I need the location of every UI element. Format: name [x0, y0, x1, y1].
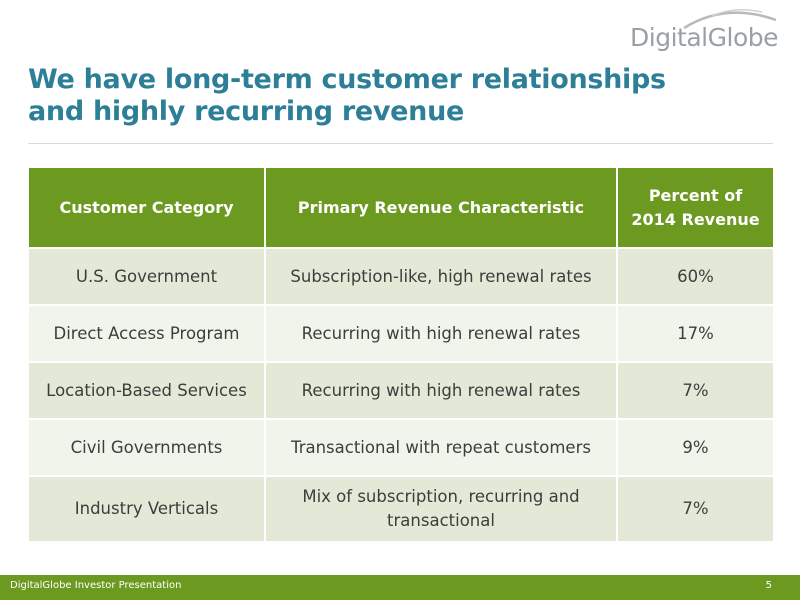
page-number: 5: [765, 580, 772, 591]
table-row: Civil Governments Transactional with rep…: [27, 418, 775, 477]
cell-characteristic: Recurring with high renewal rates: [264, 304, 618, 363]
title-divider: [28, 143, 773, 144]
cell-percent: 9%: [616, 418, 775, 477]
header-primary-revenue-characteristic: Primary Revenue Characteristic: [264, 166, 618, 249]
globe-arc-icon: [683, 9, 777, 30]
cell-characteristic: Subscription-like, high renewal rates: [264, 247, 618, 306]
cell-category: Industry Verticals: [27, 475, 266, 543]
logo-text: DigitalGlobe: [630, 23, 778, 52]
company-logo: DigitalGlobe: [618, 8, 778, 52]
footer-bar: DigitalGlobe Investor Presentation 5: [0, 575, 800, 600]
table-row: Industry Verticals Mix of subscription, …: [27, 475, 775, 543]
cell-category: U.S. Government: [27, 247, 266, 306]
cell-percent: 7%: [616, 361, 775, 420]
header-percent-revenue: Percent of 2014 Revenue: [616, 166, 775, 249]
table-row: Location-Based Services Recurring with h…: [27, 361, 775, 420]
cell-characteristic: Recurring with high renewal rates: [264, 361, 618, 420]
cell-category: Location-Based Services: [27, 361, 266, 420]
cell-percent: 60%: [616, 247, 775, 306]
table-row: U.S. Government Subscription-like, high …: [27, 247, 775, 306]
table-header-row: Customer Category Primary Revenue Charac…: [27, 166, 775, 249]
cell-characteristic: Transactional with repeat customers: [264, 418, 618, 477]
revenue-table: Customer Category Primary Revenue Charac…: [27, 166, 775, 543]
cell-percent: 17%: [616, 304, 775, 363]
cell-category: Civil Governments: [27, 418, 266, 477]
header-customer-category: Customer Category: [27, 166, 266, 249]
cell-category: Direct Access Program: [27, 304, 266, 363]
page-title: We have long-term customer relationships…: [28, 64, 666, 127]
cell-percent: 7%: [616, 475, 775, 543]
cell-characteristic: Mix of subscription, recurring and trans…: [264, 475, 618, 543]
footer-presentation-title: DigitalGlobe Investor Presentation: [10, 580, 182, 591]
table-row: Direct Access Program Recurring with hig…: [27, 304, 775, 363]
